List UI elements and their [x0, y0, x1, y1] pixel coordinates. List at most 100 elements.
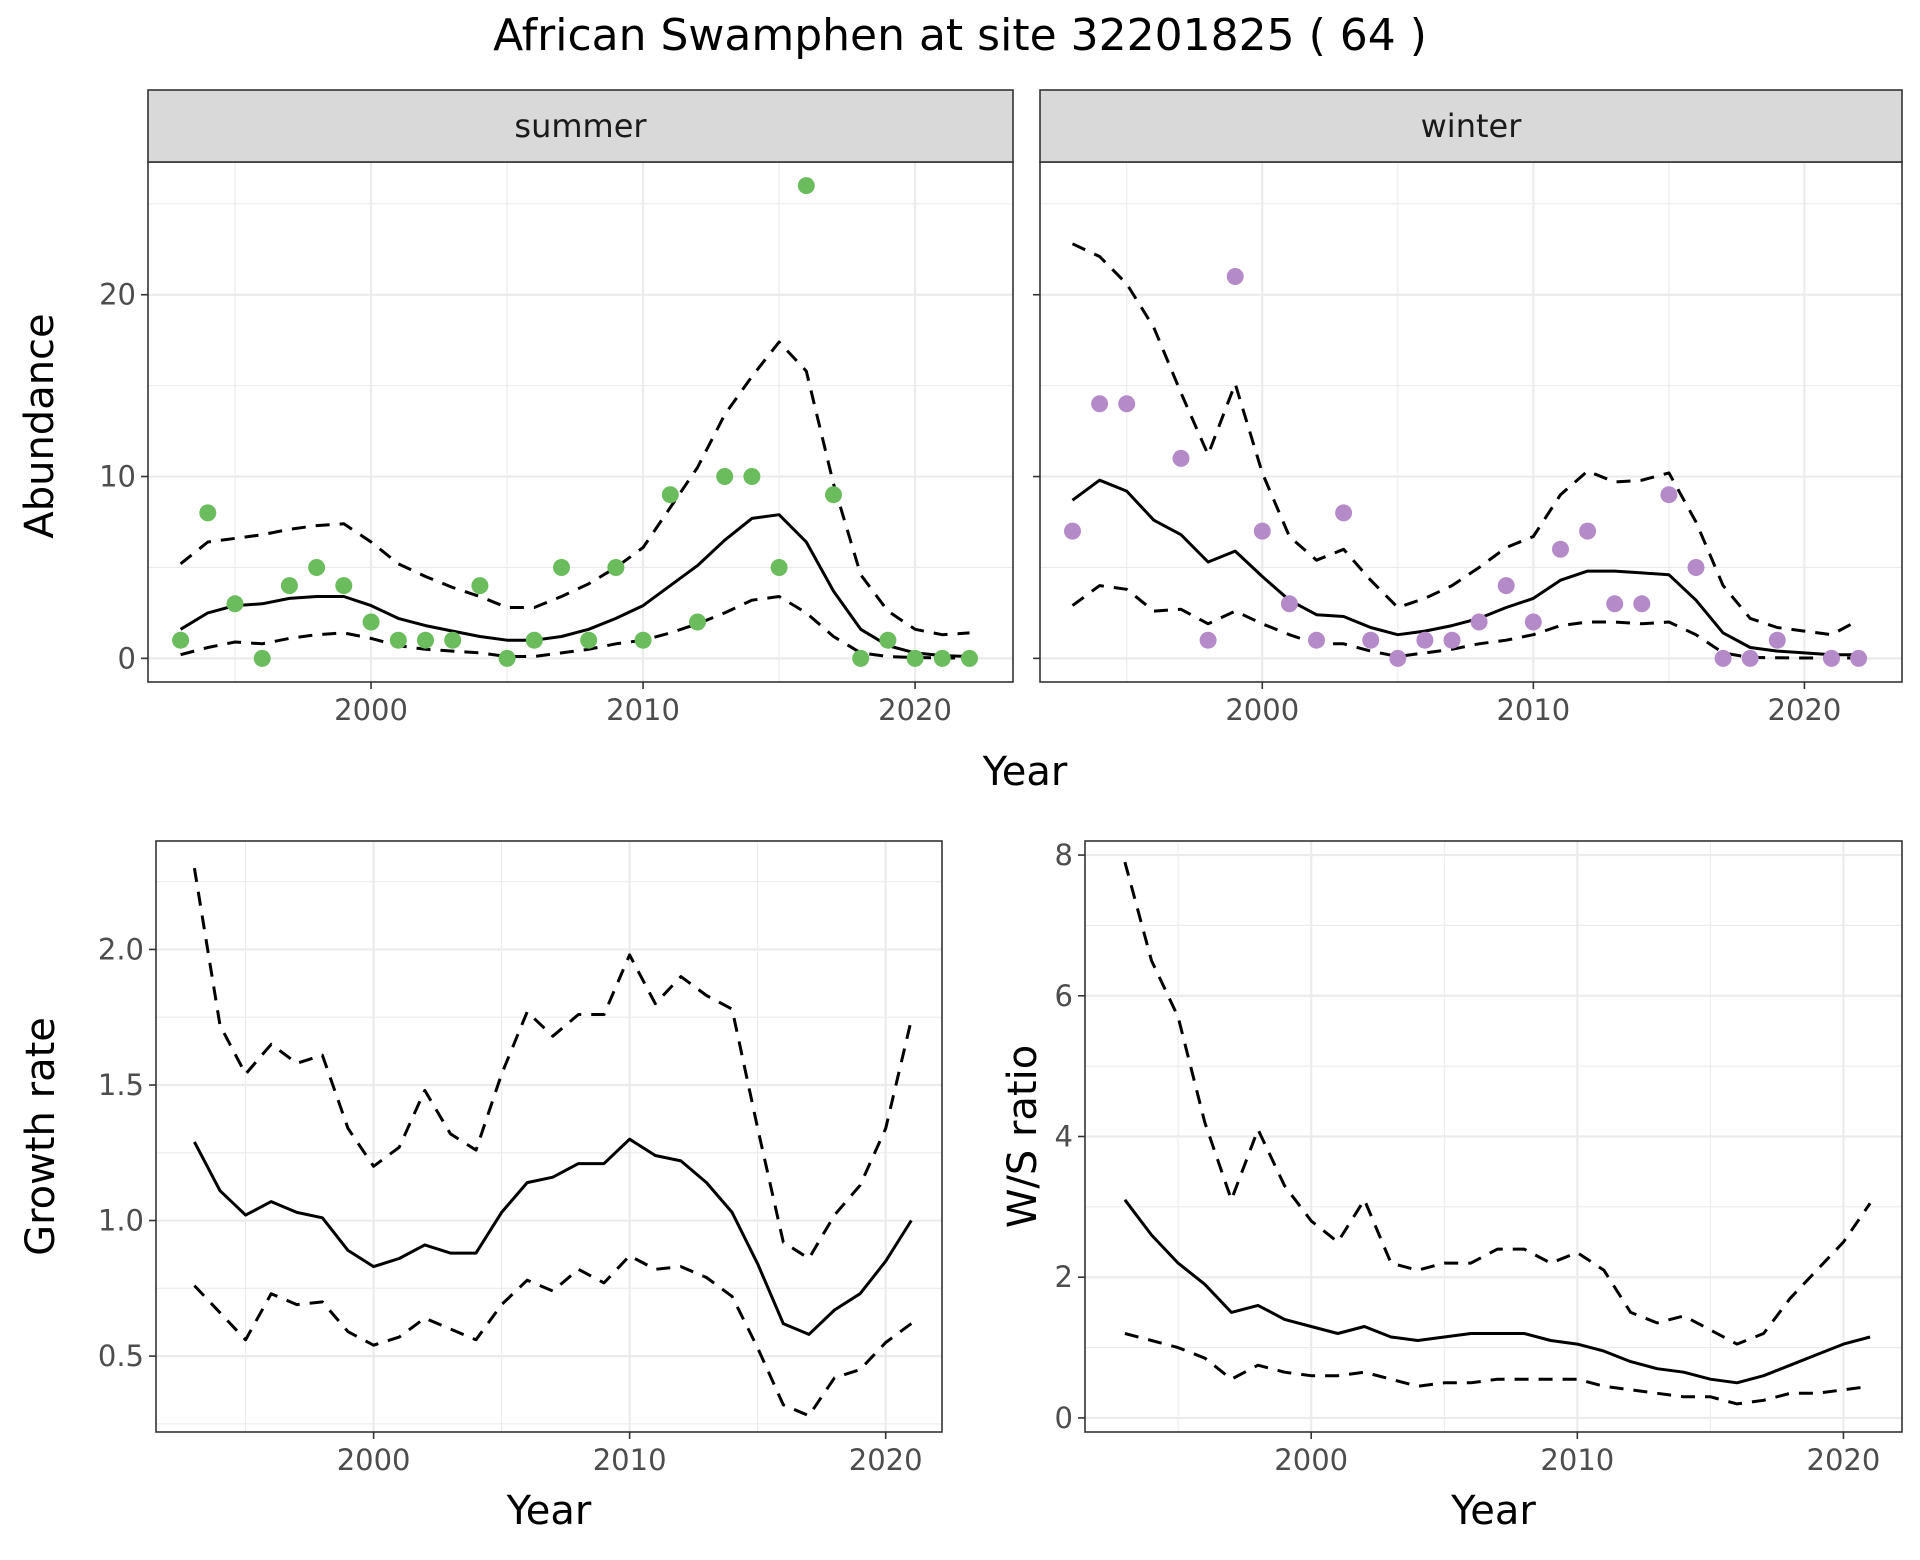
growth-rate-panel: 2000 2010 2020 0.5 1.0 1.5 2.0 Year Growth rate [18, 840, 943, 1534]
abundance-winter-data-point [1524, 613, 1542, 631]
ws-ratio-x-tick-label: 2020 [1807, 1443, 1881, 1477]
abundance-summer-data-point [743, 468, 761, 485]
abundance-winter-data-point [1308, 631, 1325, 649]
abundance-summer-data-point [226, 595, 244, 613]
abundance-y-axis-title: Abundance [17, 313, 63, 538]
growth-rate-lower-bound-line [193, 1254, 913, 1418]
abundance-winter-data-point [1741, 649, 1759, 667]
abundance-winter-data-point [1199, 631, 1217, 649]
abundance-summer-data-point [525, 631, 543, 649]
abundance-winter-data-point [1389, 649, 1407, 667]
abundance-summer-data-point [444, 631, 462, 649]
abundance-winter-data-point [1226, 268, 1244, 285]
abundance-summer-y-tick-label: 20 [99, 278, 136, 312]
abundance-summer-background [148, 162, 1013, 682]
ws-ratio-x-tick-label: 2000 [1274, 1443, 1348, 1477]
ws-ratio-y-axis-title: W/S ratio [1000, 1045, 1046, 1228]
abundance-summer-data-point [172, 631, 190, 649]
abundance-summer-data-point [389, 631, 407, 649]
abundance-summer-fitted-line [179, 513, 970, 658]
abundance-winter-data-point [1470, 613, 1488, 631]
abundance-summer-strip-label: summer [514, 107, 647, 145]
abundance-winter-x-tick-label: 2000 [1225, 693, 1299, 727]
abundance-winter-data-point [1497, 577, 1515, 595]
ws-ratio-y-tick-label: 0 [1055, 1401, 1073, 1435]
abundance-summer-data-point [689, 613, 706, 631]
abundance-winter-data-point [1714, 649, 1732, 667]
ws-ratio-panel: 2000 2010 2020 0 2 4 6 8 Year W/S ratio [1000, 838, 1903, 1534]
abundance-summer-data-point [308, 559, 326, 576]
growth-rate-x-tick-label: 2020 [849, 1443, 923, 1477]
abundance-winter-data-point [1280, 595, 1298, 613]
abundance-summer-data-point [933, 649, 951, 667]
abundance-summer-data-point [607, 559, 625, 576]
abundance-winter-data-point [1552, 540, 1569, 558]
abundance-summer-data-point [825, 486, 842, 504]
growth-rate-x-tick-label: 2010 [593, 1443, 667, 1477]
growth-rate-x-axis-title: Year [506, 1488, 592, 1534]
growth-rate-x-tick-label: 2000 [337, 1443, 411, 1477]
abundance-summer-data-point [362, 613, 380, 631]
abundance-winter-data-point [1253, 522, 1271, 540]
growth-rate-y-axis-title: Growth rate [18, 1017, 64, 1256]
abundance-winter-data-point [1091, 395, 1109, 413]
growth-rate-border [155, 840, 943, 1433]
abundance-summer-data-point [471, 577, 489, 595]
abundance-summer-data-point [199, 504, 217, 522]
abundance-winter-x-tick-label: 2020 [1768, 693, 1842, 727]
abundance-winter-strip-label: winter [1421, 107, 1523, 145]
abundance-summer-data-point [661, 486, 679, 504]
abundance-winter-data-point [1823, 649, 1840, 667]
abundance-winter-data-point [1416, 631, 1434, 649]
abundance-winter-x-tick-label: 2010 [1496, 693, 1570, 727]
ws-ratio-x-tick-label: 2010 [1540, 1443, 1614, 1477]
abundance-winter-data-point [1606, 595, 1624, 613]
abundance-summer-data-point [498, 649, 516, 667]
abundance-summer-data-point [335, 577, 353, 595]
growth-rate-y-tick-label: 1.0 [98, 1204, 144, 1238]
ws-ratio-y-tick-label: 2 [1055, 1260, 1073, 1294]
ws-ratio-y-tick-label: 4 [1055, 1120, 1073, 1154]
growth-rate-y-tick-label: 2.0 [98, 932, 144, 966]
growth-rate-fitted-line [193, 1137, 913, 1336]
ws-ratio-y-tick-label: 6 [1055, 979, 1073, 1013]
abundance-summer-data-point [770, 559, 788, 576]
abundance-summer-x-tick-label: 2010 [606, 693, 680, 727]
abundance-winter-data-point [1335, 504, 1353, 522]
ws-ratio-x-axis-title: Year [1450, 1488, 1536, 1534]
abundance-summer-strip [147, 89, 1014, 163]
abundance-winter-data-point [1362, 631, 1380, 649]
ws-ratio-upper-bound-line [1123, 861, 1872, 1346]
abundance-winter-data-point [1064, 522, 1081, 540]
abundance-summer-lower-bound-line [180, 595, 970, 660]
abundance-summer-x-tick-label: 2020 [878, 693, 952, 727]
abundance-summer-data-point [879, 631, 897, 649]
abundance-summer-x-tick-label: 2000 [334, 693, 408, 727]
ws-ratio-lower-bound-line [1124, 1332, 1871, 1406]
abundance-winter-background [1040, 162, 1902, 682]
growth-rate-y-tick-label: 1.5 [98, 1068, 144, 1102]
growth-rate-y-tick-label: 0.5 [98, 1339, 144, 1373]
abundance-winter-data-point [1687, 559, 1705, 576]
abundance-summer-panel: summer 2000 2010 2020 0 10 20 [99, 89, 1014, 727]
abundance-summer-y-tick-label: 10 [99, 460, 136, 494]
ws-ratio-y-tick-label: 8 [1055, 838, 1073, 872]
abundance-summer-data-point [961, 649, 978, 667]
abundance-winter-upper-bound-line [1071, 242, 1860, 637]
abundance-summer-data-point [634, 631, 652, 649]
abundance-winter-data-point [1633, 595, 1651, 613]
abundance-summer-data-point [716, 468, 734, 485]
abundance-summer-data-point [253, 649, 271, 667]
abundance-x-axis-title: Year [982, 749, 1068, 795]
abundance-winter-data-point [1850, 649, 1868, 667]
abundance-summer-data-point [280, 577, 298, 595]
abundance-summer-data-point [797, 177, 815, 195]
abundance-winter-data-point [1118, 395, 1136, 413]
growth-rate-background [156, 841, 942, 1432]
abundance-summer-data-point [852, 649, 870, 667]
abundance-winter-data-point [1172, 449, 1190, 467]
abundance-summer-y-tick-label: 0 [118, 641, 136, 675]
abundance-summer-data-point [580, 631, 598, 649]
abundance-winter-data-point [1768, 631, 1786, 649]
